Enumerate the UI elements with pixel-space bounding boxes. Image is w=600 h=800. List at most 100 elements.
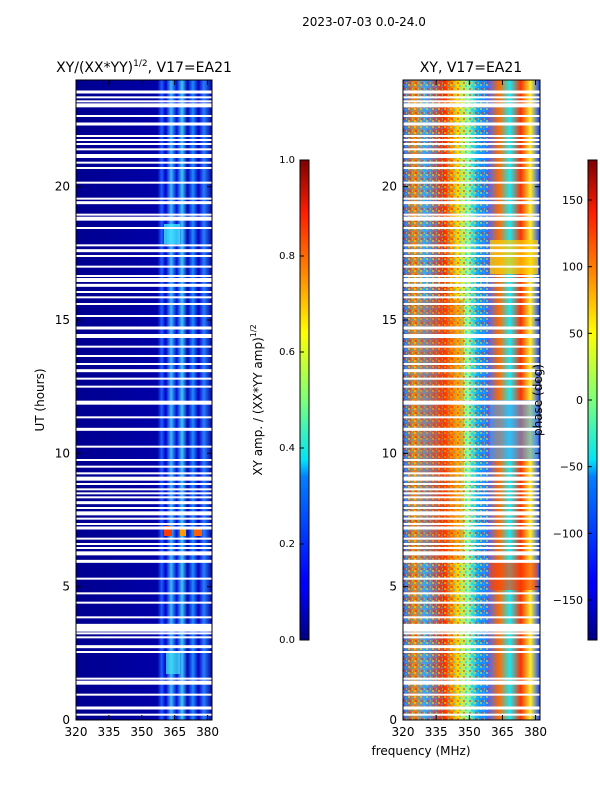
phase-flag-row [403, 623, 540, 627]
amp-flag-row [76, 385, 212, 388]
amp-flag-row [76, 551, 212, 556]
amp-cbar-tick-label: 0.2 [279, 539, 295, 550]
amp-flag-row [76, 216, 212, 221]
amp-flag-row [76, 100, 212, 103]
phase-xtick-label: 380 [524, 725, 547, 739]
amp-cbar-label-sup: 1/2 [249, 324, 258, 337]
amp-flag-row [76, 636, 212, 639]
phase-panel: XY, V17=EA21 320 335 350 365 380 0 5 10 15 20 fre… [371, 60, 547, 758]
phase-flag-row [403, 334, 540, 338]
amp-flag-row [76, 523, 212, 525]
phase-flag-row [403, 496, 540, 499]
amp-flag-row [76, 135, 212, 137]
amp-colorbar-label: XY amp. / (XX*YY amp)1/2 [249, 324, 265, 475]
amp-flag-row [76, 201, 212, 205]
phase-flag-row [403, 465, 540, 468]
phase-flag-row [403, 255, 540, 257]
amp-cbar-label-main: XY amp. / (XX*YY amp) [251, 337, 265, 475]
phase-flag-row [403, 445, 540, 448]
phase-flag-row [403, 601, 540, 604]
phase-flag-row [403, 523, 540, 525]
phase-flag-row [403, 227, 540, 229]
phase-cbar-tick-label: 50 [569, 327, 583, 340]
phase-flag-row [403, 103, 540, 108]
amp-flag-row [76, 227, 212, 229]
amp-xtick-label: 335 [97, 725, 120, 739]
phase-xtick-label: 365 [491, 725, 514, 739]
phase-flag-row [403, 626, 540, 630]
amp-cbar-tick-label: 1.0 [279, 155, 295, 166]
amp-ytick-label: 5 [62, 580, 70, 594]
amp-heatmap [76, 80, 212, 720]
phase-colorbar-ticks: 150 100 50 0 −50 −100 −150 [553, 194, 592, 607]
amp-axes-frame [75, 79, 213, 721]
amp-flag-row [76, 713, 212, 716]
amp-flag-row [76, 629, 212, 632]
phase-flag-row [403, 488, 540, 491]
amp-flag-row [76, 377, 212, 380]
phase-flag-row [403, 507, 540, 509]
amp-cbar-tick-label: 0.0 [279, 635, 295, 646]
phase-flag-row [403, 693, 540, 696]
amp-feature-mid-1 [166, 652, 180, 674]
amp-flag-row [76, 651, 212, 653]
phase-flag-row [403, 592, 540, 595]
phase-speckle-overlay [403, 80, 489, 720]
amp-flag-row [76, 363, 212, 365]
phase-cbar-tick-label: −150 [553, 594, 583, 607]
phase-flag-row [403, 459, 540, 461]
phase-flag-row [403, 476, 540, 481]
phase-flag-row [403, 143, 540, 145]
phase-flag-row [403, 616, 540, 619]
phase-flag-row [403, 472, 540, 475]
amp-feature-high-1 [180, 528, 186, 536]
amp-flag-row [76, 291, 212, 293]
amp-flag-row [76, 601, 212, 604]
amp-flag-row [76, 445, 212, 448]
amp-xtick-label: 380 [196, 725, 219, 739]
phase-flag-row [403, 135, 540, 137]
phase-flag-row [403, 148, 540, 151]
amp-flag-row [76, 167, 212, 169]
amp-flag-row [76, 122, 212, 126]
phase-flag-row [403, 526, 540, 530]
amp-flag-row [76, 706, 212, 710]
amp-flag-row [76, 249, 212, 253]
amp-ytick-label: 10 [55, 446, 70, 460]
amp-flag-row [76, 501, 212, 505]
amp-axis-ticks: 320 335 350 365 380 0 5 10 15 20 [55, 80, 219, 739]
phase-flag-row [403, 706, 540, 710]
phase-flag-row [403, 551, 540, 556]
phase-cbar-tick-label: 100 [562, 261, 583, 274]
phase-flag-row [403, 400, 540, 405]
amp-flag-row [76, 90, 212, 94]
amp-flag-row [76, 632, 212, 635]
phase-flag-row [403, 326, 540, 330]
phase-ytick-label: 20 [382, 180, 397, 194]
amp-flag-row [76, 472, 212, 475]
amp-flag-row [76, 592, 212, 595]
amp-flag-row [76, 492, 212, 495]
phase-flag-row [403, 197, 540, 200]
amp-flag-row [76, 488, 212, 491]
amp-flag-row [76, 369, 212, 373]
amp-xtick-label: 320 [65, 725, 88, 739]
phase-flag-row [403, 296, 540, 299]
amp-flag-row [76, 355, 212, 357]
phase-flag-row [403, 315, 540, 317]
amp-cbar-tick-label: 0.6 [279, 347, 295, 358]
phase-flag-row [403, 427, 540, 431]
phase-flag-row [403, 283, 540, 287]
amp-flag-row [76, 400, 212, 405]
amp-flag-row [76, 543, 212, 545]
phase-flag-row [403, 161, 540, 164]
phase-cbar-tick-label: 0 [576, 394, 583, 407]
amp-flag-row [76, 677, 212, 680]
phase-flag-row [403, 115, 540, 117]
amp-flag-row [76, 197, 212, 200]
phase-flag-row [403, 291, 540, 293]
phase-smooth-block-1 [490, 560, 538, 590]
phase-flag-row [403, 213, 540, 216]
amp-flag-row [76, 465, 212, 468]
phase-flag-row [403, 577, 540, 580]
